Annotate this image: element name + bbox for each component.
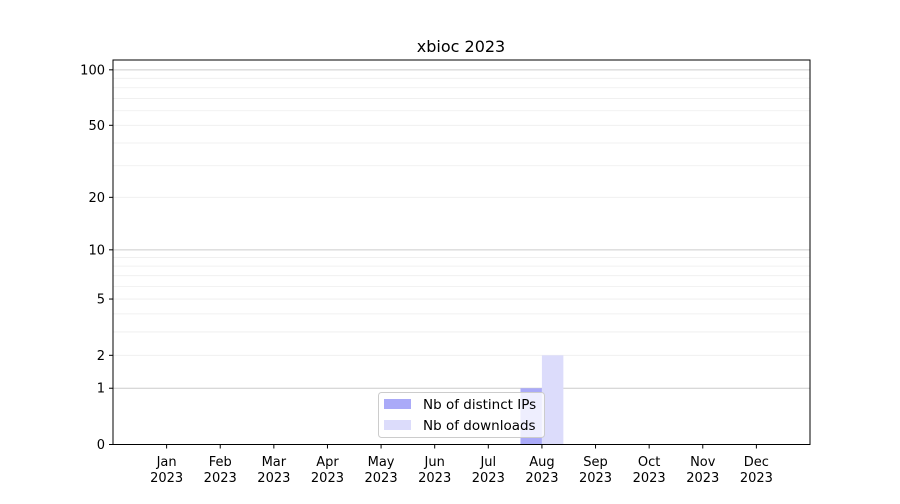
- y-tick-label: 2: [97, 349, 105, 364]
- plot-frame: [112, 59, 811, 445]
- legend-label-ips: Nb of distinct IPs: [423, 397, 536, 413]
- y-tick-label: 20: [88, 191, 105, 206]
- y-tick-label: 10: [88, 243, 105, 258]
- x-tick-label: Oct 2023: [633, 455, 666, 486]
- x-tick-label: Jul 2023: [472, 455, 505, 486]
- x-tick-label: Mar 2023: [257, 455, 290, 486]
- y-tick-label: 100: [80, 63, 105, 78]
- y-tick-label: 1: [97, 382, 105, 397]
- gridlines: [113, 69, 810, 445]
- x-tick-label: Jan 2023: [150, 455, 183, 486]
- legend: Nb of distinct IPs Nb of downloads: [378, 392, 545, 438]
- bar-downloads: [541, 355, 564, 445]
- y-tick-label: 0: [97, 438, 105, 453]
- x-tick-label: Apr 2023: [311, 455, 344, 486]
- x-tick-label: Nov 2023: [686, 455, 719, 486]
- x-tick-label: Dec 2023: [740, 455, 773, 486]
- x-tick-label: May 2023: [365, 455, 398, 486]
- y-axis: 0 1 2 5 10 20 50 100: [80, 63, 113, 453]
- x-tick-label: Jun 2023: [418, 455, 451, 486]
- legend-label-downloads: Nb of downloads: [423, 418, 536, 434]
- x-tick-label: Aug 2023: [525, 455, 558, 486]
- x-tick-label: Sep 2023: [579, 455, 612, 486]
- chart-title: xbioc 2023: [417, 37, 505, 56]
- y-tick-label: 50: [88, 119, 105, 134]
- legend-swatch-ips: [384, 399, 411, 409]
- x-tick-label: Feb 2023: [204, 455, 237, 486]
- y-tick-label: 5: [97, 293, 105, 308]
- x-axis: Jan 2023 Feb 2023 Mar 2023 Apr 2023 May 2023 Jun 20…: [150, 444, 773, 486]
- legend-frame: [378, 392, 545, 438]
- legend-swatch-downloads: [384, 420, 411, 430]
